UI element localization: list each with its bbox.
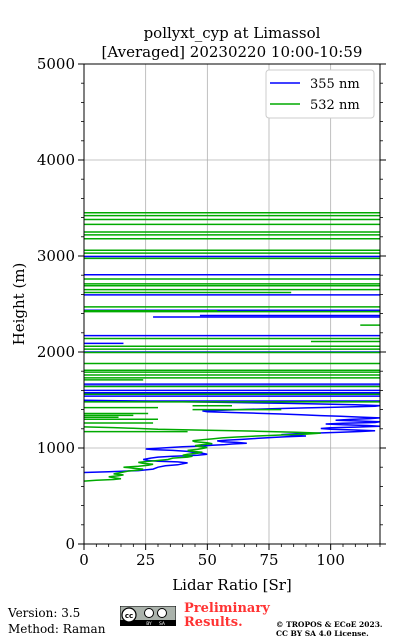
preliminary-line1: Preliminary: [184, 601, 270, 616]
chart-subtitle: [Averaged] 20230220 10:00-10:59: [102, 43, 363, 61]
plot-frame: [83, 63, 381, 545]
grid-lines: [83, 63, 380, 545]
method-text: Method: Raman: [8, 622, 106, 636]
chart-title: pollyxt_cyp at Limassol: [144, 24, 321, 42]
preliminary-line2: Results.: [184, 615, 243, 630]
y-tick-label: 0: [65, 535, 75, 553]
x-tick-label: 100: [316, 551, 345, 569]
x-tick-label: 50: [198, 551, 217, 569]
series-1: [83, 212, 380, 482]
legend-label: 355 nm: [310, 77, 360, 92]
svg-text:BY: BY: [146, 621, 152, 626]
y-tick-label: 5000: [37, 55, 75, 73]
legend-box: [265, 69, 375, 119]
x-tick-label: 0: [79, 551, 89, 569]
x-axis-label: Lidar Ratio [Sr]: [172, 576, 292, 594]
y-tick-label: 2000: [37, 343, 75, 361]
svg-text:cc: cc: [125, 612, 133, 620]
y-tick-label: 1000: [37, 439, 75, 457]
preliminary-notice: Preliminary Results.: [184, 602, 270, 630]
series-layer: [83, 212, 381, 482]
series-profile-line: [83, 399, 381, 474]
x-tick-label: 25: [136, 551, 155, 569]
y-tick-label: 3000: [37, 247, 75, 265]
series-profile-line: [83, 426, 321, 482]
lidar-ratio-chart: pollyxt_cyp at Limassol [Averaged] 20230…: [10, 24, 386, 594]
copyright-line1: © TROPOS & ECoE 2023.: [276, 620, 383, 629]
x-tick-label: 75: [259, 551, 278, 569]
legend: 355 nm 532 nm: [265, 69, 375, 119]
y-axis-label: Height (m): [10, 263, 28, 346]
y-tick-label: 4000: [37, 151, 75, 169]
copyright-line2: CC BY SA 4.0 License.: [276, 629, 369, 638]
cc-by-sa-logo: cc BY SA: [120, 606, 176, 626]
copyright-notice: © TROPOS & ECoE 2023. CC BY SA 4.0 Licen…: [276, 620, 383, 638]
svg-text:SA: SA: [159, 621, 166, 626]
legend-label: 532 nm: [310, 98, 360, 113]
version-text: Version: 3.5: [8, 606, 81, 620]
